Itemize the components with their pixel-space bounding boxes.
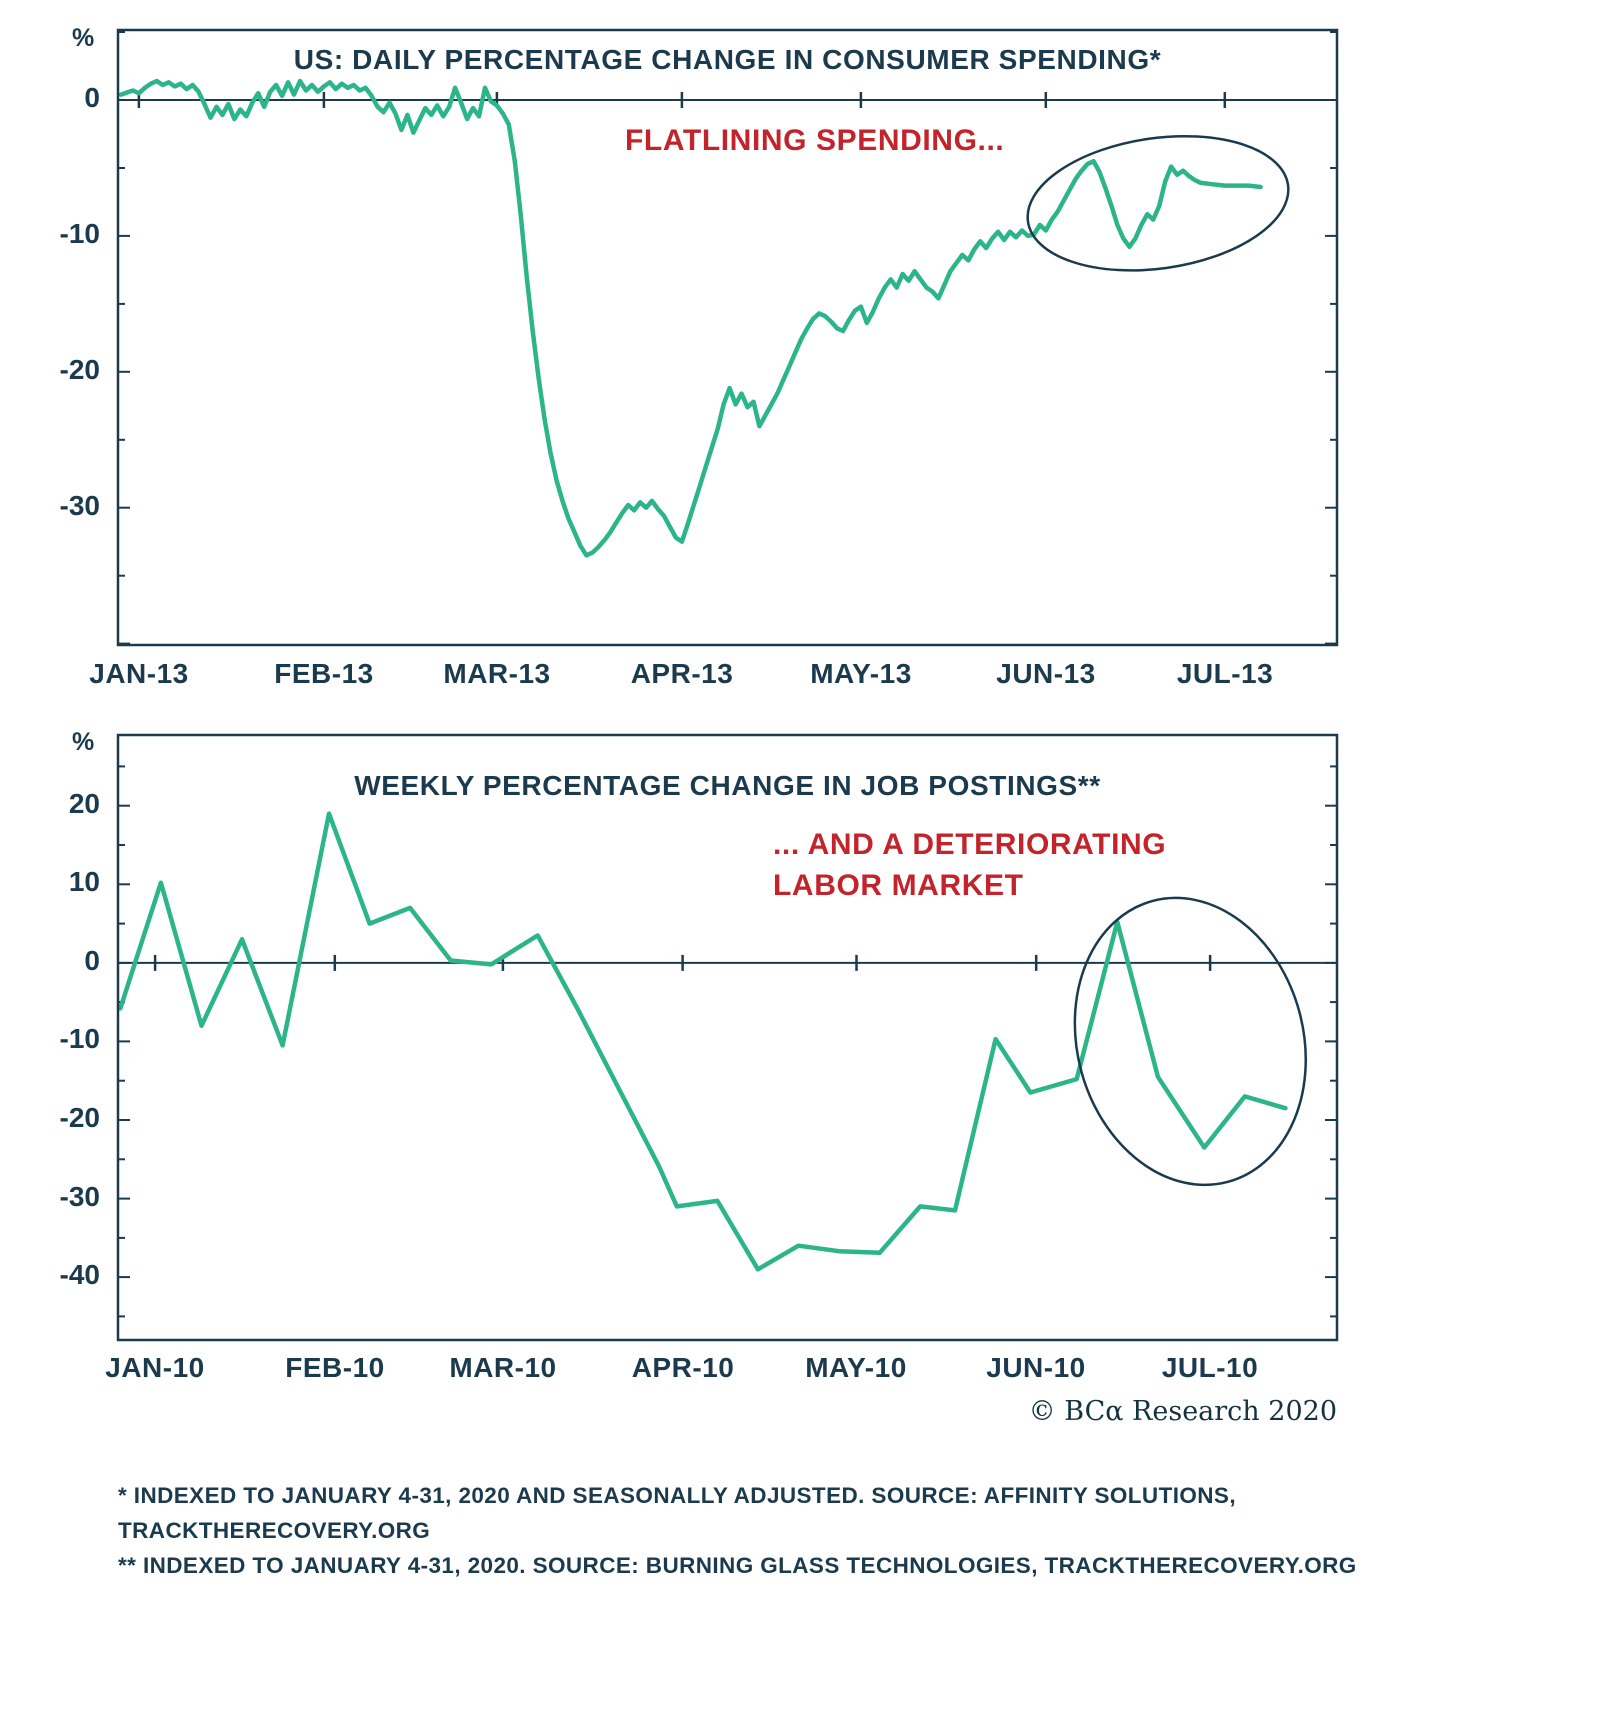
y-tick-label: -20: [59, 1102, 100, 1133]
x-tick-label: JUN-10: [986, 1352, 1086, 1383]
x-tick-label: MAY-10: [805, 1352, 907, 1383]
x-tick-label: APR-10: [631, 1352, 735, 1383]
chart-title: WEEKLY PERCENTAGE CHANGE IN JOB POSTINGS…: [354, 770, 1101, 801]
x-tick-label: MAY-13: [810, 658, 912, 689]
y-tick-label: 10: [68, 866, 100, 897]
x-tick-label: MAR-13: [443, 658, 551, 689]
annotation-deteriorating-labor-market: ... AND A DETERIORATING LABOR MARKET: [773, 824, 1166, 906]
footnote-line: * INDEXED TO JANUARY 4-31, 2020 AND SEAS…: [118, 1483, 1236, 1508]
consumer-spending-plot: [116, 28, 1339, 647]
x-tick-label: JAN-13: [89, 658, 189, 689]
y-tick-label: -10: [59, 1023, 100, 1054]
y-tick-label: -40: [59, 1259, 100, 1290]
annotation-line: LABOR MARKET: [773, 869, 1024, 902]
highlight-ellipse: [1073, 896, 1308, 1187]
y-tick-label: -30: [59, 1181, 100, 1212]
y-tick-label: 0: [84, 82, 100, 113]
x-tick-label: JUL-10: [1161, 1352, 1259, 1383]
footnote-line: TRACKTHERECOVERY.ORG: [118, 1518, 431, 1543]
y-tick-label: 20: [68, 788, 100, 819]
job-postings-plot: [116, 733, 1339, 1342]
chart-title: US: DAILY PERCENTAGE CHANGE IN CONSUMER …: [293, 44, 1162, 75]
x-tick-label: FEB-10: [285, 1352, 385, 1383]
spending-line: [118, 78, 1263, 558]
job-postings-line: [118, 811, 1288, 1272]
y-tick-label: -30: [59, 490, 100, 521]
x-tick-label: FEB-13: [274, 658, 374, 689]
consumer-spending-chart: % US: DAILY PERCENTAGE CHANGE IN CONSUME…: [0, 0, 1600, 700]
x-tick-label: MAR-10: [449, 1352, 557, 1383]
plot-border: [116, 733, 1339, 1342]
footnote-line: ** INDEXED TO JANUARY 4-31, 2020. SOURCE…: [118, 1553, 1357, 1578]
x-tick-label: APR-13: [630, 658, 734, 689]
y-tick-label: -20: [59, 354, 100, 385]
footnotes: * INDEXED TO JANUARY 4-31, 2020 AND SEAS…: [118, 1478, 1357, 1583]
x-tick-label: JAN-10: [105, 1352, 205, 1383]
y-axis-unit-label: %: [72, 24, 95, 52]
y-axis-unit-label: %: [72, 728, 95, 756]
x-tick-label: JUN-13: [996, 658, 1096, 689]
highlight-ellipse: [1026, 134, 1290, 272]
job-postings-chart: % WEEKLY PERCENTAGE CHANGE IN JOB POSTIN…: [0, 700, 1600, 1400]
plot-border: [116, 28, 1339, 647]
y-tick-label: 0: [84, 945, 100, 976]
y-tick-label: -10: [59, 218, 100, 249]
annotation-line: ... AND A DETERIORATING: [773, 828, 1167, 861]
x-tick-label: JUL-13: [1176, 658, 1274, 689]
bca-copyright: © BCα Research 2020: [1028, 1396, 1337, 1427]
annotation-flatlining-spending: FLATLINING SPENDING...: [625, 124, 1005, 157]
